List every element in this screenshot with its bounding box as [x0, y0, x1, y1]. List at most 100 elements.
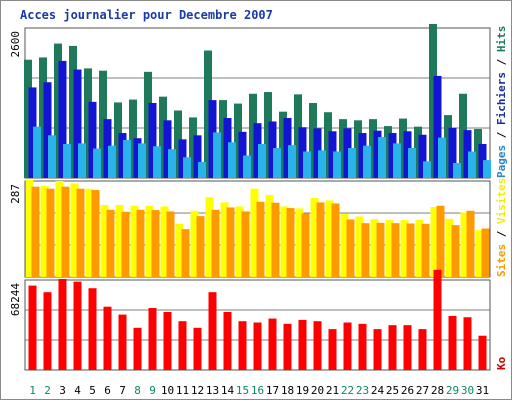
bar-pages-day-1 — [33, 126, 41, 178]
bar-fichiers-day-12 — [193, 135, 202, 178]
bar-sites-day-25 — [391, 223, 400, 277]
bar-visites-day-11 — [175, 223, 184, 277]
bar-sites-day-30 — [466, 210, 475, 277]
bar-hits-day-4 — [69, 45, 77, 179]
bar-pages-day-14 — [228, 142, 236, 178]
x-tick-label-day-11: 11 — [176, 384, 189, 397]
bar-fichiers-day-1 — [28, 87, 37, 178]
legend-traffic: Pages / Fichiers / Hits — [495, 26, 508, 178]
bar-fichiers-day-8 — [133, 138, 142, 178]
bar-sites-day-24 — [376, 222, 385, 277]
bar-ko-day-30 — [463, 317, 472, 370]
legend-separator: / — [495, 224, 508, 244]
bar-visites-day-13 — [205, 197, 214, 277]
bar-visites-day-8 — [130, 205, 139, 277]
bar-sites-day-17 — [271, 202, 280, 277]
bar-pages-day-7 — [123, 139, 131, 178]
legend-item-sites: Sites — [495, 244, 508, 277]
legend-item-visites: Visites — [495, 178, 508, 224]
bar-hits-day-17 — [264, 92, 272, 178]
bar-ko-day-8 — [133, 327, 142, 370]
bar-fichiers-day-7 — [118, 133, 127, 178]
bar-ko-day-3 — [58, 279, 67, 370]
bar-ko-day-6 — [103, 306, 112, 370]
x-tick-label-day-12: 12 — [191, 384, 204, 397]
bar-sites-day-6 — [106, 209, 115, 277]
bar-ko-day-16 — [253, 322, 262, 370]
bar-visites-day-4 — [70, 183, 79, 277]
x-tick-label-day-26: 26 — [401, 384, 414, 397]
chart-title: Acces journalier pour Decembre 2007 — [20, 8, 273, 22]
x-tick-label-day-21: 21 — [326, 384, 339, 397]
bar-pages-day-13 — [213, 132, 221, 178]
bar-ko-day-18 — [283, 323, 292, 370]
bar-sites-day-31 — [481, 228, 490, 277]
bar-sites-day-14 — [226, 207, 235, 277]
legend-item-pages: Pages — [495, 145, 508, 178]
bar-ko-day-14 — [223, 311, 232, 370]
x-tick-label-day-16: 16 — [251, 384, 264, 397]
bar-fichiers-day-4 — [73, 69, 82, 178]
bar-sites-day-16 — [256, 201, 265, 277]
bar-ko-day-24 — [373, 329, 382, 370]
bar-hits-day-16 — [249, 93, 257, 178]
bar-fichiers-day-25 — [388, 133, 397, 178]
bar-visites-day-12 — [190, 210, 199, 277]
panel-visits: 287 Sites / Visites — [9, 178, 508, 278]
bar-pages-day-25 — [393, 143, 401, 178]
bar-visites-day-1 — [25, 179, 34, 277]
bar-hits-day-3 — [54, 43, 62, 179]
x-tick-label-day-2: 2 — [44, 384, 51, 397]
bar-visites-day-21 — [325, 200, 334, 277]
x-tick-label-day-23: 23 — [356, 384, 369, 397]
bar-pages-day-28 — [438, 137, 446, 178]
bar-pages-day-19 — [303, 151, 311, 178]
x-tick-label-day-27: 27 — [416, 384, 429, 397]
bar-sites-day-1 — [31, 186, 40, 277]
panel-traffic: 2600 Pages / Fichiers / Hits — [9, 23, 508, 179]
bar-ko-day-29 — [448, 315, 457, 370]
bar-ko-day-12 — [193, 327, 202, 370]
bar-visites-day-2 — [40, 186, 49, 277]
bar-hits-day-2 — [39, 57, 47, 178]
bar-visites-day-17 — [265, 195, 274, 277]
x-tick-label-day-22: 22 — [341, 384, 354, 397]
bar-ko-day-27 — [418, 329, 427, 370]
bar-fichiers-day-18 — [283, 118, 292, 178]
bar-visites-day-15 — [235, 206, 244, 277]
bar-hits-day-9 — [144, 71, 152, 178]
bar-visites-day-28 — [430, 207, 439, 277]
x-tick-label-day-3: 3 — [59, 384, 66, 397]
bar-fichiers-day-28 — [433, 75, 442, 178]
bar-hits-day-14 — [219, 100, 227, 178]
bar-fichiers-day-29 — [448, 127, 457, 178]
bar-ko-day-2 — [43, 292, 52, 370]
bar-fichiers-day-3 — [58, 60, 67, 179]
bar-sites-day-28 — [436, 205, 445, 277]
bar-ko-day-28 — [433, 269, 442, 370]
bar-visites-day-10 — [160, 206, 169, 277]
x-tick-label-day-6: 6 — [104, 384, 111, 397]
bar-hits-day-21 — [324, 112, 332, 178]
legend-item-fichiers: Fichiers — [495, 72, 508, 125]
bar-fichiers-day-21 — [328, 131, 337, 178]
bar-sites-day-8 — [136, 209, 145, 277]
bar-hits-day-11 — [174, 110, 182, 178]
bar-hits-day-30 — [459, 93, 467, 178]
bar-visites-day-5 — [85, 188, 94, 277]
bar-pages-day-8 — [138, 143, 146, 178]
bar-pages-day-29 — [453, 163, 461, 178]
bar-visites-day-18 — [280, 206, 289, 277]
bar-ko-day-13 — [208, 292, 217, 370]
bar-hits-day-25 — [384, 126, 392, 178]
bar-ko-day-22 — [343, 322, 352, 370]
bar-sites-day-21 — [331, 203, 340, 277]
bar-sites-day-12 — [196, 216, 205, 277]
bar-sites-day-3 — [61, 186, 70, 277]
legend-separator: / — [495, 125, 508, 145]
bar-pages-day-24 — [378, 137, 386, 178]
bar-visites-day-3 — [55, 181, 64, 277]
bar-fichiers-day-24 — [373, 130, 382, 178]
bar-fichiers-day-20 — [313, 128, 322, 178]
